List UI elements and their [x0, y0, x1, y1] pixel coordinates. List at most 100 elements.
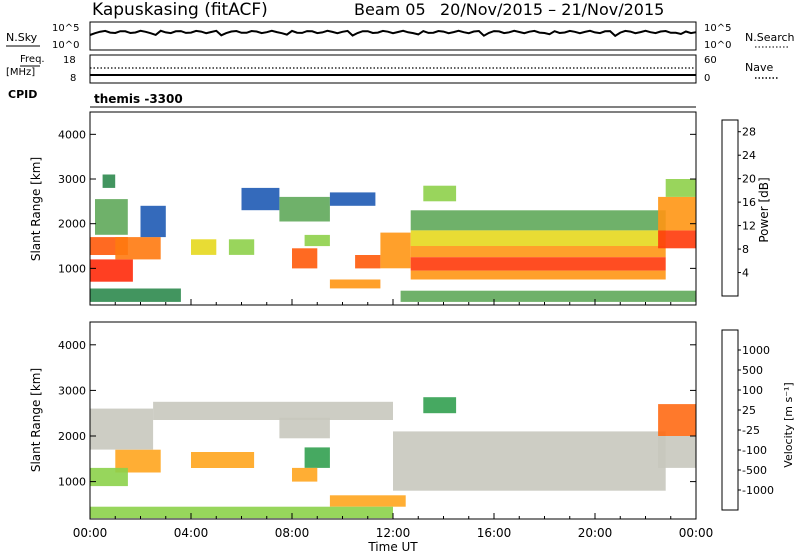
- power-cbar-tick-label-3: 16: [742, 196, 756, 209]
- velocity-cbar-tick-label-2: -100: [742, 444, 767, 457]
- velocity-ytick-label-3: 4000: [58, 339, 86, 352]
- velocity-ytick-label-1: 2000: [58, 430, 86, 443]
- nsearch-label: N.Search: [745, 31, 795, 44]
- velocity-ylabel: Slant Range [km]: [29, 368, 43, 472]
- power-cell-23: [665, 179, 696, 197]
- time-tick-label-5: 20:00: [578, 526, 613, 540]
- power-cell-17: [410, 230, 666, 246]
- power-cell-18: [410, 246, 666, 258]
- power-data: [90, 174, 696, 302]
- power-cell-8: [241, 187, 280, 211]
- time-tick-label-6: 00:00: [679, 526, 714, 540]
- power-cell-6: [191, 239, 217, 255]
- velocity-cell-11: [658, 404, 696, 436]
- velocity-cell-7: [292, 467, 318, 482]
- cpid-label: CPID: [8, 88, 37, 101]
- power-cell-15: [380, 232, 411, 269]
- velocity-cbar-tick-label-3: -25: [742, 424, 760, 437]
- nsearch-tick-bottom: 10^0: [704, 40, 731, 51]
- power-cell-12: [304, 234, 330, 247]
- velocity-cell-12: [90, 506, 393, 519]
- time-tick-label-0: 00:00: [73, 526, 108, 540]
- velocity-cbar-tick-label-7: 1000: [742, 344, 770, 357]
- velocity-cbar-tick-label-1: -500: [742, 464, 767, 477]
- power-cell-21: [658, 230, 696, 249]
- cpid-value: themis -3300: [94, 92, 183, 106]
- nsky-panel: N.Sky 10^5 10^0 10^5 10^0 N.Search: [6, 21, 795, 51]
- freq-panel: Freq. [MHz] 18 8 60 0 Nave: [6, 54, 778, 84]
- power-cbar-tick-label-5: 24: [742, 149, 756, 162]
- station-title: Kapuskasing (fitACF): [92, 0, 268, 20]
- power-cbar-frame: [721, 119, 739, 297]
- velocity-ytick-label-2: 3000: [58, 384, 86, 397]
- time-tick-label-3: 12:00: [376, 526, 411, 540]
- freq-tick-bottom: 8: [70, 73, 76, 84]
- power-cell-4: [90, 288, 181, 302]
- velocity-cbar-frame: [721, 329, 739, 511]
- nave-tick-top: 60: [704, 55, 717, 66]
- power-cell-20: [410, 270, 666, 280]
- velocity-cbar-tick-label-4: 25: [742, 404, 756, 417]
- power-cell-3: [115, 237, 161, 260]
- power-cell-2: [95, 199, 128, 235]
- velocity-cell-1: [115, 449, 161, 473]
- power-cell-11: [292, 248, 318, 269]
- power-cell-0: [90, 259, 133, 282]
- velocity-cell-6: [304, 447, 330, 468]
- freq-label: Freq.: [20, 54, 45, 65]
- power-cbar-tick-label-6: 28: [742, 126, 756, 139]
- velocity-cbar-label: Velocity [m s⁻¹]: [782, 382, 795, 467]
- power-cell-16: [410, 210, 666, 231]
- power-y-axis: 1000 2000 3000 4000: [58, 128, 697, 305]
- power-ylabel: Slant Range [km]: [29, 157, 43, 261]
- time-axis: 00:00 04:00 08:00 12:00 16:00 20:00 00:00: [73, 526, 714, 540]
- power-cell-24: [400, 290, 696, 302]
- power-cell-22: [658, 196, 696, 231]
- time-tick-label-4: 16:00: [477, 526, 512, 540]
- nsky-tick-top: 10^5: [52, 23, 79, 34]
- power-cell-9: [279, 196, 330, 222]
- velocity-cell-3: [153, 401, 393, 420]
- velocity-cbar-tick-label-5: 100: [742, 384, 763, 397]
- velocity-cell-8: [329, 495, 406, 507]
- freq-unit: [MHz]: [6, 67, 35, 78]
- freq-tick-top: 18: [63, 55, 76, 66]
- nsearch-tick-top: 10^5: [704, 23, 731, 34]
- power-cell-14: [355, 255, 381, 269]
- power-cbar-label: Power [dB]: [757, 177, 771, 242]
- date-range: 20/Nov/2015 – 21/Nov/2015: [440, 0, 664, 19]
- power-cell-5: [140, 205, 166, 238]
- velocity-cbar-tick-label-0: -1000: [742, 484, 774, 497]
- nsky-label: N.Sky: [6, 31, 38, 44]
- power-ytick-label-0: 1000: [58, 262, 86, 275]
- velocity-cbar-tick-label-6: 500: [742, 364, 763, 377]
- freq-panel-frame: [89, 54, 697, 84]
- beam-label: Beam 05: [354, 0, 426, 19]
- power-cbar-tick-label-4: 20: [742, 173, 756, 186]
- nsky-tick-bottom: 10^0: [52, 40, 79, 51]
- velocity-cell-13: [423, 397, 457, 414]
- velocity-cell-4: [191, 452, 255, 468]
- velocity-ytick-label-0: 1000: [58, 476, 86, 489]
- time-tick-label-1: 04:00: [174, 526, 209, 540]
- power-cell-13: [329, 279, 381, 289]
- power-cbar-tick-label-2: 12: [742, 220, 756, 233]
- velocity-data: [90, 397, 696, 519]
- nsky-trace: [89, 29, 697, 38]
- power-ytick-label-1: 2000: [58, 218, 86, 231]
- nsky-panel-frame: [89, 21, 697, 51]
- power-colorbar: 4 8 12 16 20 24 28: [721, 119, 756, 297]
- power-ytick-label-3: 4000: [58, 128, 86, 141]
- velocity-cell-0: [90, 408, 154, 450]
- velocity-cell-2: [90, 467, 128, 487]
- power-cell-7: [228, 239, 255, 255]
- velocity-cell-9: [393, 431, 666, 491]
- velocity-cell-10: [658, 436, 696, 468]
- velocity-colorbar: -1000 -500 -100 -25 25 100 500 1000: [721, 329, 774, 511]
- power-ytick-label-2: 3000: [58, 173, 86, 186]
- power-cell-10: [329, 192, 376, 206]
- power-panel: 1000 2000 3000 4000 Slant Range [km] 4 8 12 16…: [29, 111, 771, 306]
- time-tick-label-2: 08:00: [275, 526, 310, 540]
